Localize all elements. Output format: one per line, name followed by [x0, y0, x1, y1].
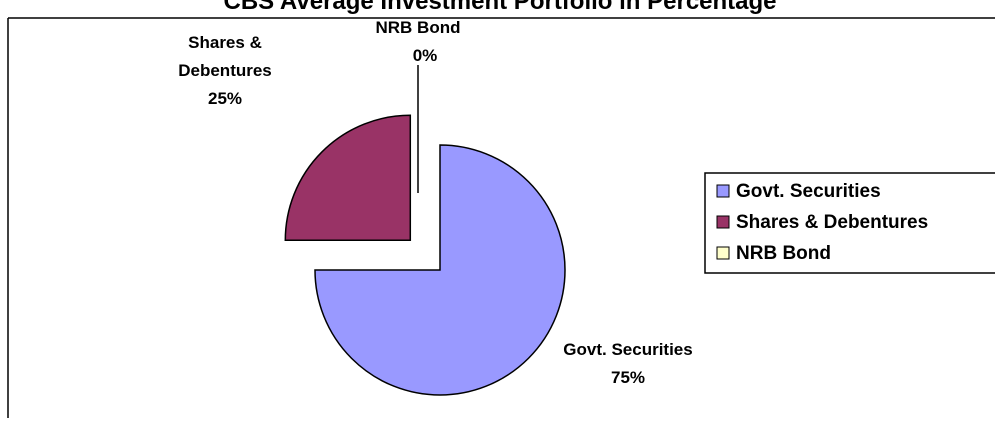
legend-swatch-shares-debentures: [716, 215, 730, 229]
data-label-shares-debentures: Shares & Debentures 25%: [178, 33, 272, 108]
chart-title: CBS Average Investment Portfolio in Perc…: [223, 0, 776, 15]
data-label-govt-value: 75%: [611, 368, 645, 387]
legend-label-shares-debentures: Shares & Debentures: [736, 212, 928, 233]
legend-swatch-govt-securities: [716, 184, 730, 198]
legend-swatch-nrb-bond: [716, 246, 730, 260]
data-label-nrb-line1: NRB Bond: [376, 18, 461, 37]
data-label-govt-securities: Govt. Securities 75%: [563, 340, 692, 387]
legend-box: [704, 172, 995, 274]
pie-slice-govt-securities: [314, 144, 566, 396]
data-label-shares-line2: Debentures: [178, 61, 272, 80]
data-label-nrb-bond: NRB Bond 0%: [376, 18, 461, 65]
legend-label-nrb-bond: NRB Bond: [736, 243, 831, 264]
chart-legend: Govt. Securities Shares & Debentures NRB B…: [704, 172, 995, 274]
pie-slice-shares-debentures: [284, 114, 412, 242]
data-label-nrb-value: 0%: [413, 46, 438, 65]
data-label-govt-line1: Govt. Securities: [563, 340, 692, 359]
data-label-shares-line1: Shares &: [188, 33, 262, 52]
pie-slices: [284, 114, 566, 396]
legend-label-govt-securities: Govt. Securities: [736, 181, 881, 202]
data-label-shares-value: 25%: [208, 89, 242, 108]
